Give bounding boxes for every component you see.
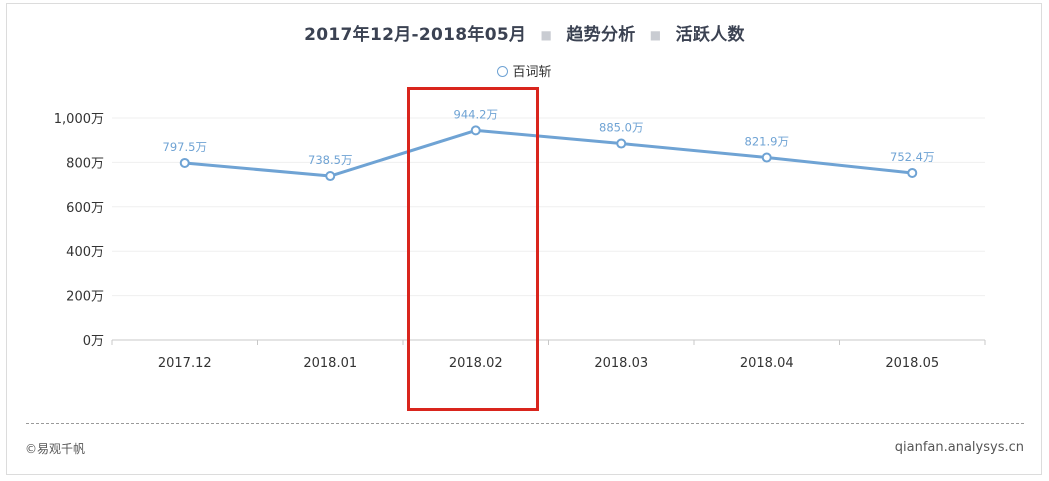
- y-tick-label: 800万: [66, 156, 104, 171]
- data-label: 738.5万: [308, 153, 352, 167]
- title-separator-2: ■: [649, 28, 662, 42]
- x-tick-label: 2018.02: [449, 356, 503, 371]
- data-point: [761, 152, 772, 163]
- legend-series-name: 百词斩: [512, 65, 552, 80]
- footer-divider: [26, 423, 1024, 424]
- y-tick-label: 600万: [66, 201, 104, 216]
- chart-card: [6, 3, 1042, 475]
- title-metric: 活跃人数: [675, 25, 745, 45]
- chart-title: 2017年12月-2018年05月 ■ 趋势分析 ■ 活跃人数: [0, 20, 1049, 45]
- y-tick-label: 1,000万: [54, 112, 104, 127]
- y-tick-label: 200万: [66, 290, 104, 305]
- legend-circle-icon: [497, 66, 509, 77]
- data-point: [616, 138, 627, 149]
- data-point: [179, 157, 190, 168]
- y-tick-label: 400万: [66, 245, 104, 260]
- data-label: 944.2万: [454, 107, 498, 121]
- data-label: 821.9万: [745, 135, 789, 149]
- data-label: 797.5万: [163, 140, 207, 154]
- x-tick-label: 2017.12: [158, 356, 212, 371]
- x-tick-label: 2018.04: [740, 356, 794, 371]
- title-analysis: 趋势分析: [566, 25, 636, 45]
- y-tick-label: 0万: [83, 334, 104, 349]
- x-tick-label: 2018.03: [594, 356, 648, 371]
- data-label: 885.0万: [599, 121, 643, 135]
- data-point: [470, 125, 481, 136]
- title-separator-1: ■: [540, 28, 553, 42]
- data-label: 752.4万: [890, 150, 934, 164]
- highlight-box: [407, 87, 539, 411]
- copyright-text: ©易观千帆: [25, 442, 86, 456]
- site-url[interactable]: qianfan.analysys.cn: [894, 440, 1024, 455]
- title-period: 2017年12月-2018年05月: [304, 25, 527, 45]
- x-tick-label: 2018.01: [303, 356, 357, 371]
- data-point: [325, 171, 336, 182]
- data-point: [907, 167, 918, 178]
- legend[interactable]: 百词斩: [0, 61, 1049, 80]
- x-tick-label: 2018.05: [885, 356, 939, 371]
- series-line: [184, 128, 913, 178]
